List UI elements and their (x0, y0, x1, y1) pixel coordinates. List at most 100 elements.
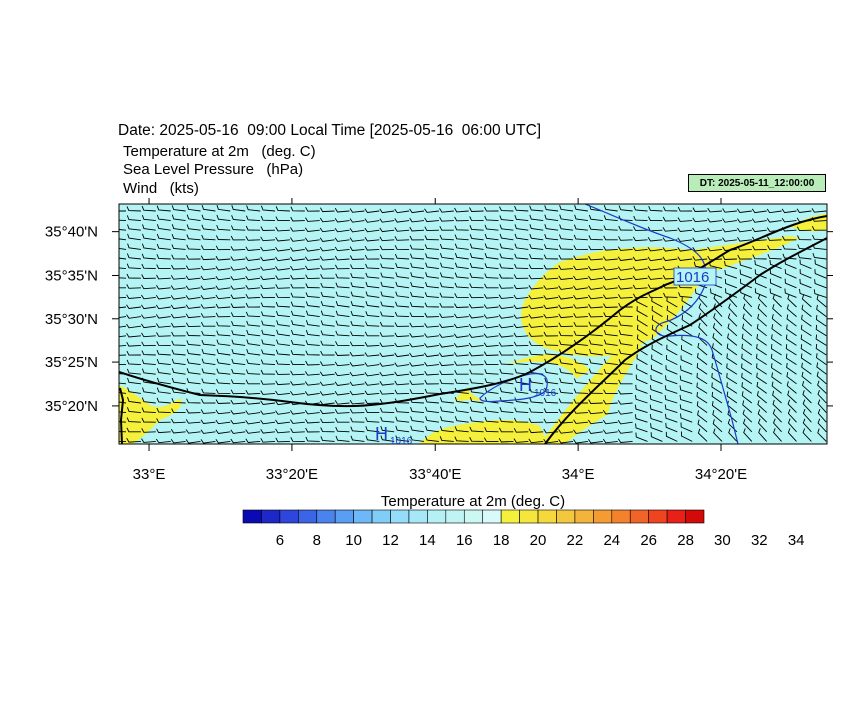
wind-barb (737, 227, 752, 233)
wind-barb (573, 321, 588, 327)
wind-barb (544, 224, 559, 231)
wind-barb (379, 407, 395, 414)
wind-barb (260, 215, 276, 222)
wind-barb (574, 214, 588, 222)
wind-barb (290, 237, 305, 242)
wind-barb (498, 437, 514, 443)
wind-barb (602, 419, 618, 425)
wind-barb (304, 391, 320, 396)
wind-barb (379, 371, 395, 377)
wind-barb (696, 372, 708, 385)
wind-barb (528, 418, 544, 423)
wind-barb (796, 226, 812, 232)
wind-barb (558, 304, 574, 309)
wind-barb (698, 322, 708, 337)
wind-barb (305, 330, 320, 337)
wind-barb (394, 311, 410, 318)
wind-barb (681, 315, 693, 327)
wind-barb (186, 398, 201, 404)
colorbar-swatch (279, 509, 299, 524)
wind-barb (468, 342, 484, 348)
x-tick-label: 34°E (562, 466, 595, 483)
wind-barb (335, 320, 350, 327)
wind-barb (230, 285, 246, 290)
wind-barb (260, 438, 276, 443)
wind-barb (215, 312, 231, 318)
wind-barb (334, 381, 350, 386)
wind-barb (498, 284, 514, 289)
wind-barb (454, 293, 469, 298)
wind-barb (216, 368, 231, 375)
wind-barb (618, 311, 633, 318)
wind-barb (757, 409, 768, 423)
wind-barb (186, 214, 201, 222)
wind-barb (201, 234, 216, 241)
wind-barb (171, 358, 186, 366)
wind-barb (651, 344, 663, 356)
colorbar-title: Temperature at 2m (deg. C) (381, 493, 565, 510)
date-line: Date: 2025-05-16 09:00 Local Time [2025-… (118, 122, 542, 139)
wind-barb (119, 325, 127, 328)
wind-barb (260, 236, 276, 242)
wind-barb (215, 409, 231, 415)
wind-barb (484, 206, 499, 212)
wind-barb (681, 431, 693, 442)
wind-barb (680, 365, 693, 375)
wind-barb (454, 361, 469, 366)
wind-barb (771, 334, 782, 346)
coastline-north (119, 215, 827, 408)
wind-barb (802, 418, 812, 433)
wind-barb (215, 429, 231, 434)
wind-barb (816, 362, 827, 375)
wind-barb (215, 235, 231, 241)
wind-barb (589, 348, 603, 356)
wind-barb (558, 254, 574, 260)
wind-barb (573, 419, 588, 424)
wind-barb (305, 274, 320, 280)
wind-barb (156, 214, 171, 222)
wind-barb (588, 339, 603, 346)
wind-barb (712, 419, 723, 433)
wind-barb (469, 378, 484, 385)
wind-barb (741, 343, 753, 356)
wind-barb (171, 244, 186, 250)
plot-area (119, 204, 827, 444)
wind-barb (334, 409, 350, 414)
wind-barb (469, 216, 484, 222)
wind-barb (528, 274, 544, 280)
wind-barb (275, 390, 290, 396)
wind-barb (141, 438, 156, 443)
wind-barb (698, 313, 708, 327)
wind-barb (618, 225, 633, 231)
wind-barb (544, 387, 559, 394)
wind-barb (741, 353, 753, 365)
wind-barb (334, 237, 350, 242)
wind-barb (409, 342, 425, 348)
wind-barb (573, 330, 588, 337)
wind-barb (499, 368, 514, 375)
y-tick-label: 35°30'N (45, 311, 98, 328)
wind-barb (603, 303, 618, 308)
wind-barb (454, 436, 469, 442)
wind-barb (141, 263, 156, 270)
wind-barb (618, 215, 633, 222)
wind-barb (260, 266, 276, 271)
wind-barb (231, 215, 246, 222)
wind-barb (635, 423, 648, 433)
wind-barb (186, 331, 201, 337)
wind-barb (245, 438, 261, 443)
wind-barb (589, 358, 603, 366)
wind-barb (260, 400, 276, 405)
wind-barb (697, 342, 708, 356)
wind-barb (275, 400, 290, 406)
wind-barb (602, 275, 618, 281)
wind-barb (558, 275, 574, 280)
wind-barb (514, 407, 529, 414)
wind-barb (290, 274, 305, 280)
wind-barb (812, 253, 827, 260)
wind-barb (275, 301, 290, 308)
wind-barb (410, 281, 425, 289)
wind-barb (588, 330, 603, 337)
wind-barb (588, 409, 603, 415)
